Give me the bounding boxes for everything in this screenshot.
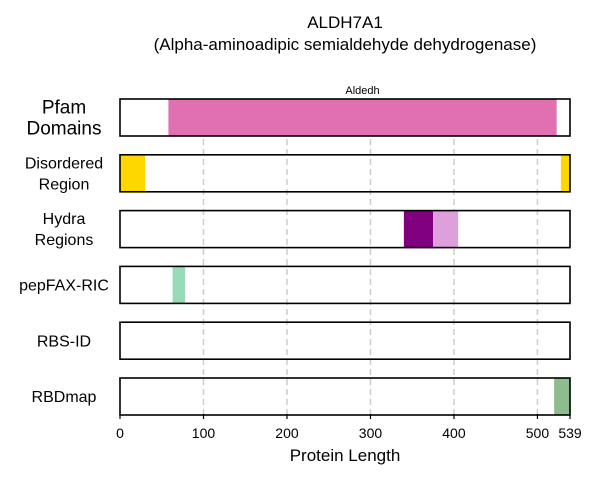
track-segment — [433, 210, 459, 248]
track-row: pepFAX-RIC — [19, 265, 571, 305]
track-frame — [119, 209, 571, 249]
track-label-line: Hydra — [43, 211, 86, 228]
track-label-line: RBS-ID — [37, 333, 91, 350]
track-row: Disordered Region — [25, 154, 571, 193]
track-label: Disordered Region — [25, 155, 103, 193]
track-row: RBDmap — [32, 377, 571, 416]
x-tick-label: 500 — [526, 425, 550, 441]
track-row: Hydra Regions — [35, 209, 571, 249]
segment-label: Aldedh — [345, 85, 379, 97]
track-frame — [119, 265, 571, 305]
track-label: pepFAX-RIC — [19, 278, 109, 295]
x-tick-label: 0 — [116, 425, 124, 441]
x-tick-label: 100 — [192, 425, 216, 441]
track-label: Pfam Domains — [27, 98, 102, 140]
track-segment — [403, 210, 434, 248]
tracks: Aldedh Pfam Domains Disordered Region Hydra Re… — [19, 85, 571, 416]
track-frame — [119, 377, 571, 416]
track-label: Hydra Regions — [35, 211, 94, 249]
track-label-line: pepFAX-RIC — [19, 278, 109, 295]
track-row: RBS-ID — [37, 321, 571, 361]
x-tick-label: 539 — [558, 425, 582, 441]
x-tick-label: 200 — [275, 425, 299, 441]
track-segment — [172, 266, 186, 304]
track-label-line: Region — [39, 176, 90, 193]
chart-subtitle: (Alpha-aminoadipic semialdehyde dehydrog… — [154, 35, 537, 54]
track-frame — [119, 321, 571, 361]
track-frame — [119, 98, 571, 137]
track-segment — [554, 378, 570, 415]
chart-title: ALDH7A1 — [307, 13, 383, 32]
grid-lines — [202, 99, 539, 414]
track-label: RBS-ID — [37, 333, 91, 350]
track-frame — [119, 154, 571, 193]
track-label-line: RBDmap — [32, 389, 97, 406]
x-tick-label: 300 — [359, 425, 383, 441]
x-axis: 0 100 200 300 400 500 539 — [116, 414, 582, 441]
track-label-line: Pfam — [42, 98, 86, 119]
track-segment — [168, 99, 557, 136]
x-axis-label: Protein Length — [290, 446, 401, 465]
track-label-line: Disordered — [25, 155, 103, 172]
track-segment — [120, 154, 146, 192]
x-tick-label: 400 — [442, 425, 466, 441]
track-row: Aldedh Pfam Domains — [27, 85, 571, 140]
track-segment — [560, 154, 570, 192]
track-label-line: Regions — [35, 232, 94, 249]
track-label: RBDmap — [32, 389, 97, 406]
track-label-line: Domains — [27, 119, 102, 140]
